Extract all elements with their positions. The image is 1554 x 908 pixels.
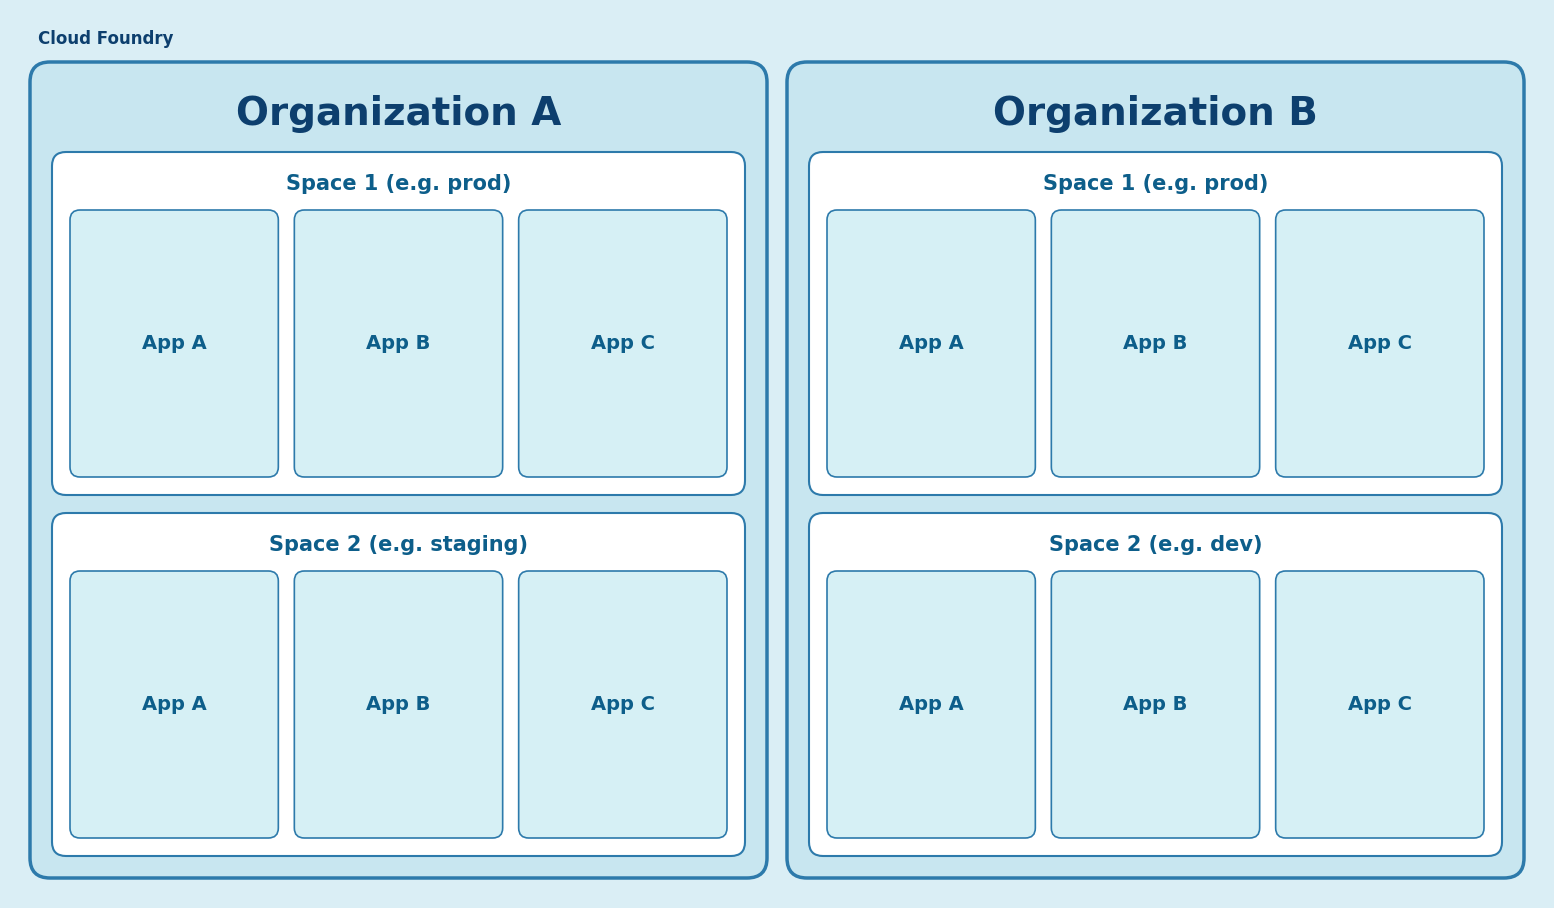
Text: Organization A: Organization A — [236, 95, 561, 133]
Text: App A: App A — [898, 334, 963, 353]
FancyBboxPatch shape — [810, 152, 1503, 495]
Text: Cloud Foundry: Cloud Foundry — [37, 30, 174, 48]
FancyBboxPatch shape — [70, 210, 278, 477]
Text: App C: App C — [1347, 695, 1413, 714]
FancyBboxPatch shape — [827, 210, 1035, 477]
FancyBboxPatch shape — [1052, 210, 1260, 477]
FancyBboxPatch shape — [51, 513, 744, 856]
FancyBboxPatch shape — [827, 571, 1035, 838]
FancyBboxPatch shape — [519, 210, 727, 477]
FancyBboxPatch shape — [294, 571, 502, 838]
Text: Space 2 (e.g. staging): Space 2 (e.g. staging) — [269, 535, 528, 555]
Text: App B: App B — [1124, 334, 1187, 353]
FancyBboxPatch shape — [519, 571, 727, 838]
FancyBboxPatch shape — [30, 62, 768, 878]
Text: Space 1 (e.g. prod): Space 1 (e.g. prod) — [1043, 174, 1268, 194]
FancyBboxPatch shape — [1052, 571, 1260, 838]
Text: Space 2 (e.g. dev): Space 2 (e.g. dev) — [1049, 535, 1262, 555]
Text: App C: App C — [591, 695, 654, 714]
FancyBboxPatch shape — [810, 513, 1503, 856]
Text: Space 1 (e.g. prod): Space 1 (e.g. prod) — [286, 174, 511, 194]
FancyBboxPatch shape — [70, 571, 278, 838]
Text: App B: App B — [1124, 695, 1187, 714]
Text: App B: App B — [367, 695, 430, 714]
FancyBboxPatch shape — [51, 152, 744, 495]
Text: App A: App A — [141, 695, 207, 714]
Text: App B: App B — [367, 334, 430, 353]
FancyBboxPatch shape — [786, 62, 1524, 878]
Text: App C: App C — [591, 334, 654, 353]
Text: App C: App C — [1347, 334, 1413, 353]
FancyBboxPatch shape — [1276, 571, 1484, 838]
FancyBboxPatch shape — [1276, 210, 1484, 477]
Text: Organization B: Organization B — [993, 95, 1318, 133]
FancyBboxPatch shape — [294, 210, 502, 477]
Text: App A: App A — [898, 695, 963, 714]
Text: App A: App A — [141, 334, 207, 353]
